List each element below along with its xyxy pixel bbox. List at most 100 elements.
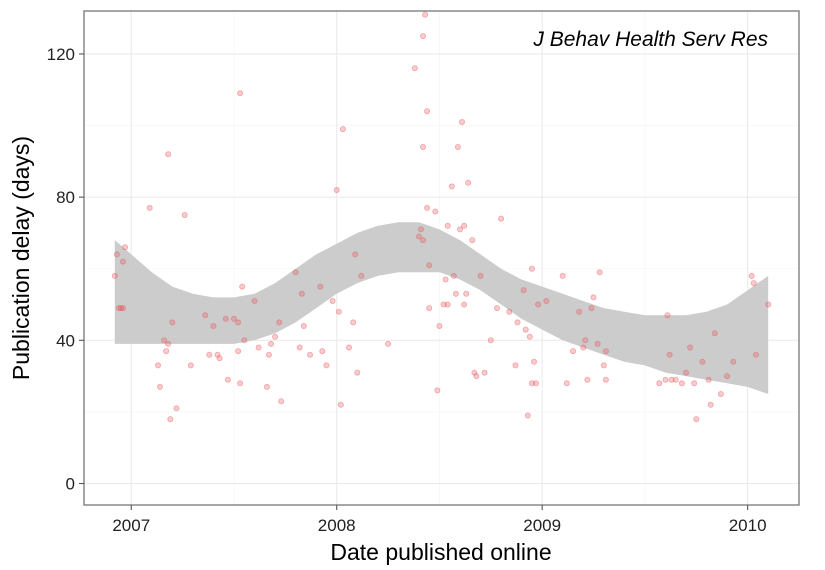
data-point [235, 319, 242, 326]
data-point [432, 208, 439, 215]
data-point [237, 90, 244, 97]
data-point [251, 297, 258, 304]
data-point [750, 280, 757, 287]
data-point [434, 387, 441, 394]
data-point [358, 272, 365, 279]
data-point [444, 222, 451, 229]
data-point [584, 376, 591, 383]
data-point [594, 340, 601, 347]
data-point [163, 348, 170, 355]
gridlines [84, 11, 799, 505]
data-point [531, 358, 538, 365]
data-point [705, 376, 712, 383]
data-point [241, 337, 248, 344]
data-point [683, 369, 690, 376]
data-point [292, 269, 299, 276]
data-point [239, 283, 246, 290]
data-point [707, 401, 714, 408]
x-tick-label: 2007 [112, 516, 150, 535]
y-tick-label: 80 [56, 188, 75, 207]
data-point [111, 272, 118, 279]
data-point [724, 373, 731, 380]
data-point [272, 333, 279, 340]
data-point [452, 290, 459, 297]
data-point [120, 305, 127, 312]
data-point [424, 204, 431, 211]
data-point [306, 351, 313, 358]
data-point [146, 204, 153, 211]
data-point [202, 312, 209, 319]
data-point [354, 369, 361, 376]
data-point [224, 376, 231, 383]
data-point [570, 348, 577, 355]
data-point [120, 258, 127, 265]
data-point [602, 348, 609, 355]
data-point [206, 351, 213, 358]
data-point [678, 380, 685, 387]
data-point [662, 376, 669, 383]
data-point [317, 283, 324, 290]
data-point [465, 179, 472, 186]
data-point [458, 119, 465, 126]
data-point [165, 151, 172, 158]
data-point [666, 351, 673, 358]
y-axis-title: Publication delay (days) [8, 136, 34, 380]
data-point [602, 376, 609, 383]
data-point [498, 215, 505, 222]
data-point [385, 340, 392, 347]
data-point [169, 319, 176, 326]
data-point [473, 373, 480, 380]
data-point [419, 33, 426, 40]
data-point [535, 301, 542, 308]
data-point [442, 276, 449, 283]
data-point [463, 290, 470, 297]
data-point [461, 301, 468, 308]
data-point [600, 362, 607, 369]
data-point [752, 351, 759, 358]
data-point [426, 305, 433, 312]
x-tick-label: 2010 [729, 516, 767, 535]
y-tick-label: 40 [56, 331, 75, 350]
data-point [278, 398, 285, 405]
data-point [524, 412, 531, 419]
data-point [656, 380, 663, 387]
data-point [512, 362, 519, 369]
data-point [436, 322, 443, 329]
data-point [214, 351, 221, 358]
data-point [352, 251, 359, 258]
data-point [471, 369, 478, 376]
data-point [235, 348, 242, 355]
data-point [267, 340, 274, 347]
smooth-band [114, 222, 769, 394]
data-point [559, 272, 566, 279]
data-point [115, 305, 122, 312]
data-point [222, 315, 229, 322]
data-point [687, 344, 694, 351]
data-point [526, 333, 533, 340]
data-point [487, 337, 494, 344]
data-point [419, 143, 426, 150]
x-tick-label: 2008 [318, 516, 356, 535]
data-point [448, 183, 455, 190]
data-point [691, 380, 698, 387]
data-point [415, 233, 422, 240]
data-point [156, 383, 163, 390]
data-point [417, 226, 424, 233]
data-point [576, 308, 583, 315]
y-tick-label: 0 [66, 475, 75, 494]
data-point [580, 344, 587, 351]
data-point [230, 315, 237, 322]
data-point [440, 301, 447, 308]
data-point [337, 401, 344, 408]
data-point [528, 265, 535, 272]
data-point [493, 305, 500, 312]
data-point [514, 319, 521, 326]
data-point [456, 226, 463, 233]
data-point [419, 237, 426, 244]
data-point [323, 362, 330, 369]
data-point [668, 376, 675, 383]
data-point [730, 358, 737, 365]
data-points [111, 11, 772, 423]
data-point [422, 11, 429, 18]
